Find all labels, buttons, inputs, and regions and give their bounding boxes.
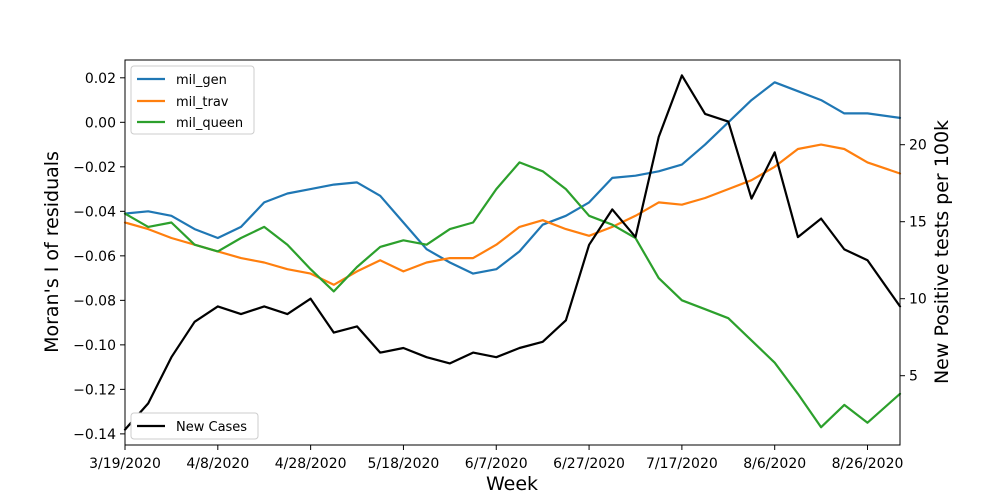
series-line-mil-gen bbox=[123, 81, 902, 275]
y-right-tick-label: 20 bbox=[909, 138, 927, 154]
x-tick-label: 6/7/2020 bbox=[465, 456, 528, 472]
x-axis: 3/19/2020 4/8/2020 4/28/2020 5/18/2020 6/7/2… bbox=[89, 445, 903, 472]
y-left-tick-label: −0.12 bbox=[73, 382, 116, 398]
x-tick-label: 4/8/2020 bbox=[186, 456, 249, 472]
y-left-tick-label: −0.06 bbox=[73, 249, 116, 265]
x-tick-label: 8/26/2020 bbox=[832, 456, 904, 472]
x-tick-label: 4/28/2020 bbox=[275, 456, 347, 472]
y-left-tick-label: −0.10 bbox=[73, 338, 116, 354]
y-right-tick-label: 15 bbox=[909, 215, 927, 231]
legend-bottom-box bbox=[130, 412, 259, 440]
plot-frame bbox=[124, 59, 901, 446]
y-axis-right: 5 10 15 20 bbox=[900, 138, 927, 385]
y-right-tick-label: 10 bbox=[909, 292, 927, 308]
legend-label-mil-queen: mil_queen bbox=[176, 116, 243, 131]
y-left-tick-label: −0.02 bbox=[73, 160, 116, 176]
y-left-tick-label: −0.04 bbox=[73, 204, 116, 220]
y-axis-right-title: New Positive tests per 100k bbox=[931, 120, 953, 384]
y-axis-left-title: Moran's I of residuals bbox=[41, 151, 63, 353]
y-axis-left: 0.02 0.00 −0.02 −0.04 −0.06 −0.08 −0.10 −0.12 −0… bbox=[73, 71, 125, 443]
x-tick-label: 6/27/2020 bbox=[553, 456, 625, 472]
legend-label-new-cases: New Cases bbox=[176, 420, 247, 435]
series-line-mil-trav bbox=[123, 143, 902, 286]
x-axis-title: Week bbox=[486, 473, 538, 495]
x-tick-label: 5/18/2020 bbox=[368, 456, 440, 472]
legend-label-mil-trav: mil_trav bbox=[176, 95, 229, 110]
y-left-tick-label: −0.08 bbox=[73, 293, 116, 309]
y-left-tick-label: 0.00 bbox=[85, 115, 116, 131]
legend-label-mil-gen: mil_gen bbox=[176, 73, 227, 88]
y-right-tick-label: 5 bbox=[909, 369, 918, 385]
legend-top-left: mil_gen mil_trav mil_queen bbox=[130, 65, 255, 135]
series-line-new-cases bbox=[123, 74, 902, 431]
series-group bbox=[123, 74, 902, 431]
x-tick-label: 3/19/2020 bbox=[89, 456, 161, 472]
legend-bottom-left: New Cases bbox=[130, 412, 259, 440]
legend-top-box bbox=[130, 65, 255, 135]
series-line-mil-queen bbox=[123, 161, 902, 429]
y-left-tick-label: −0.14 bbox=[73, 427, 116, 443]
x-tick-label: 8/6/2020 bbox=[743, 456, 806, 472]
y-left-tick-label: 0.02 bbox=[85, 71, 116, 87]
x-tick-label: 7/17/2020 bbox=[646, 456, 718, 472]
